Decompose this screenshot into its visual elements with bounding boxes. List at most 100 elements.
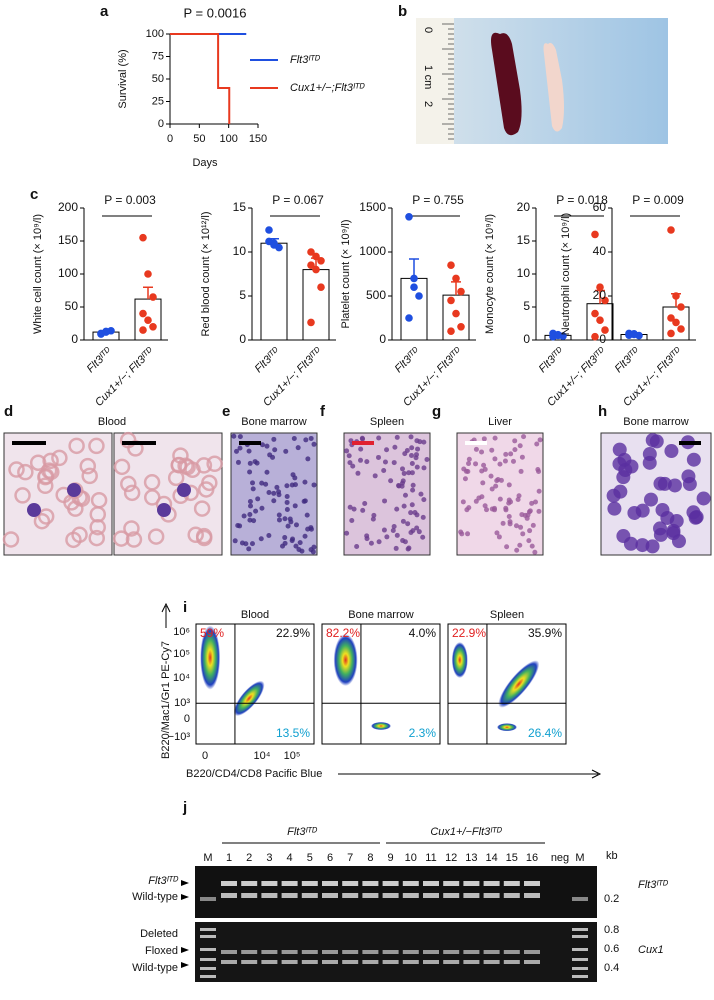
cell: [344, 530, 350, 536]
cell: [473, 461, 479, 467]
gel-band: [382, 881, 399, 886]
cell: [362, 500, 368, 506]
cell: [90, 491, 108, 509]
cell: [519, 454, 525, 460]
y-tick-label: 15: [517, 233, 531, 247]
lane-label: 9: [388, 852, 394, 864]
cell: [388, 478, 394, 484]
gel-band: [342, 881, 359, 886]
flow-y-tick: 10³: [174, 697, 190, 709]
cell: [303, 437, 309, 443]
cell: [481, 436, 487, 442]
cell: [682, 477, 697, 492]
quadrant-pct: 26.4%: [528, 726, 562, 740]
density: [497, 723, 517, 732]
p-value: P = 0.755: [412, 193, 464, 207]
cell: [618, 462, 633, 477]
arrow: [161, 602, 171, 628]
cell: [516, 493, 522, 499]
survival-line: [170, 33, 231, 124]
cell: [465, 531, 471, 537]
y-tick-label: 0: [523, 332, 530, 346]
cell: [119, 431, 137, 449]
cell: [346, 453, 352, 459]
cell: [51, 449, 68, 467]
cell: [532, 549, 538, 555]
cell: [510, 458, 516, 464]
gel-band: [402, 893, 419, 898]
cell: [482, 503, 488, 509]
cell: [488, 473, 494, 479]
cell: [42, 452, 59, 470]
data-point: [410, 274, 418, 283]
cell: [536, 469, 542, 475]
cell: [421, 497, 427, 503]
y-tick-label: 40: [593, 244, 607, 258]
cell: [290, 536, 296, 542]
quadrant-pct: 4.0%: [409, 626, 437, 640]
cell: [655, 502, 670, 517]
cell: [302, 533, 308, 539]
cell: [120, 475, 137, 493]
y-tick-label: 20: [593, 288, 607, 302]
cell: [282, 516, 288, 522]
gel-band: [362, 881, 379, 886]
cell: [466, 461, 472, 467]
data-point: [591, 332, 599, 341]
cell: [251, 518, 257, 524]
cell: [170, 456, 188, 474]
data-point: [307, 261, 315, 270]
scale-bar: [12, 441, 46, 445]
cell: [195, 529, 213, 547]
cell: [421, 465, 427, 471]
gel-band: [322, 950, 338, 954]
quadrant-pct: 2.3%: [409, 726, 437, 740]
scale-bar: [465, 441, 487, 445]
gel-band: [463, 960, 480, 964]
cell: [391, 460, 397, 466]
cell: [529, 500, 535, 506]
data-point: [139, 233, 147, 242]
gel-band: [301, 893, 318, 898]
cell: [462, 476, 468, 482]
cell: [285, 523, 291, 529]
cell: [291, 436, 297, 442]
panel-label: g: [432, 403, 441, 420]
cell: [283, 448, 289, 454]
lane-label: 16: [526, 852, 538, 864]
cell: [534, 441, 540, 447]
cell: [40, 462, 58, 479]
x-tick-label: 50: [193, 133, 205, 145]
x-tick-label: Flt3ᴵᵀᴰ: [393, 345, 423, 375]
cell: [264, 469, 270, 475]
cell: [519, 512, 525, 518]
cell: [410, 482, 416, 488]
data-point: [405, 213, 413, 221]
gel-band: [463, 950, 480, 954]
scale-bar: [122, 441, 156, 445]
gel: [195, 866, 597, 918]
ruler-label: cm: [422, 75, 434, 90]
cell: [305, 526, 311, 532]
gel-band: [221, 950, 237, 954]
cell: [282, 535, 288, 541]
cell: [250, 486, 256, 492]
cell: [2, 531, 20, 548]
cell: [664, 444, 679, 459]
cell: [496, 534, 502, 540]
data-point: [457, 323, 465, 331]
data-point: [149, 323, 157, 331]
cell: [607, 501, 622, 516]
gel-band: [261, 960, 278, 964]
density: [333, 634, 358, 686]
gel-band: [322, 881, 338, 886]
cell: [412, 510, 418, 516]
gel-band: [483, 881, 500, 886]
quadrant-pct: 59%: [200, 626, 224, 640]
p-value: P = 0.067: [272, 193, 324, 207]
cell: [195, 457, 213, 474]
cell: [311, 482, 317, 488]
y-tick-label: 5: [239, 288, 246, 302]
histology-title: Bone marrow: [623, 416, 688, 428]
gel-band: [402, 950, 419, 954]
